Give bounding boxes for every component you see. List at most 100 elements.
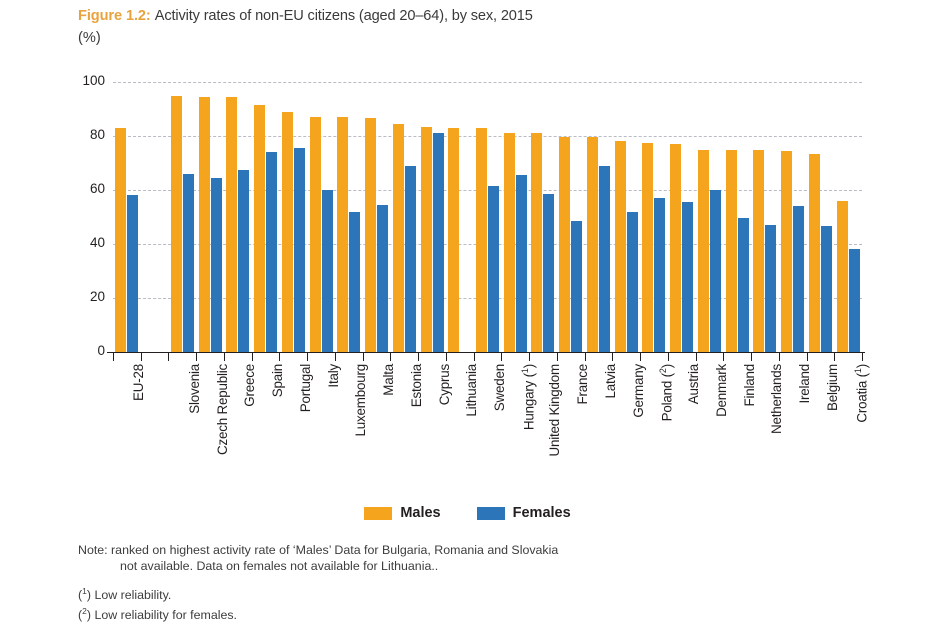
bar-group — [476, 82, 499, 352]
note-line-2: not available. Data on females not avail… — [120, 558, 439, 573]
x-axis-category-label: Ireland — [797, 364, 813, 404]
bar-females — [820, 226, 832, 352]
bar-females — [238, 169, 250, 352]
y-axis-tick-label: 40 — [89, 235, 105, 250]
source-label: Source: — [78, 632, 121, 634]
bar-males — [808, 153, 820, 352]
source-line: Source: Eurostat (online data code: lfsa… — [78, 632, 698, 634]
bar-group — [281, 82, 305, 352]
x-axis-category-label: Spain — [270, 364, 286, 398]
bar-females — [598, 165, 610, 352]
x-axis-category-label: Slovenia — [186, 364, 202, 414]
bar-group — [781, 82, 805, 352]
x-axis-tick — [778, 352, 780, 361]
x-axis-tick — [834, 352, 836, 361]
bar-group — [808, 82, 832, 352]
bar-females — [765, 225, 777, 352]
x-axis-category-label: EU-28 — [131, 364, 147, 401]
bar-group — [753, 82, 777, 352]
footnote-1: (1) Low reliability. — [78, 586, 172, 603]
bar-females — [543, 194, 555, 352]
bar-females — [793, 206, 805, 352]
bar-group — [697, 82, 721, 352]
gridline — [113, 136, 862, 137]
source-data-code[interactable]: lfsa_argan — [276, 632, 334, 634]
x-axis-tick — [612, 352, 614, 361]
x-axis-category-label: Italy — [325, 364, 341, 388]
gridline — [113, 298, 862, 299]
x-axis-category-labels: EU-28 Slovenia Czech Republic Greece Spain Po… — [113, 364, 869, 474]
bar-females — [321, 190, 333, 352]
legend-swatch — [364, 506, 393, 520]
x-axis-tick — [751, 352, 753, 361]
x-axis-tick — [556, 352, 558, 361]
bar-males — [697, 149, 709, 352]
plot-area — [113, 82, 862, 352]
footnote-marker: 2 — [658, 368, 669, 374]
x-axis-category-label: Lithuania — [464, 364, 480, 417]
x-axis-category-label: Greece — [242, 364, 258, 407]
legend-swatch — [476, 506, 505, 520]
bar-females — [404, 165, 416, 352]
bar-males — [753, 149, 765, 352]
bar-females — [654, 198, 666, 352]
x-axis-tick — [473, 352, 475, 361]
bar-group — [642, 82, 666, 352]
bar-males — [448, 127, 460, 352]
x-axis-tick — [723, 352, 725, 361]
x-axis-category-label: Hungary (1) — [519, 364, 537, 431]
source-close-paren: ) — [334, 632, 338, 634]
bar-males — [337, 117, 349, 352]
x-axis-category-label: Czech Republic — [214, 364, 230, 455]
bar-females — [488, 185, 499, 352]
bar-females — [515, 175, 527, 352]
x-axis-category-label: Portugal — [297, 364, 313, 413]
gridline — [113, 244, 862, 245]
bar-males — [281, 111, 293, 352]
x-axis-tick — [362, 352, 364, 361]
chart-legend: Males Females — [0, 505, 935, 521]
bar-males — [365, 118, 377, 352]
legend-item[interactable]: Males — [364, 505, 441, 521]
bar-males — [392, 123, 404, 352]
bar-females — [293, 148, 305, 352]
bar-females — [210, 177, 222, 352]
x-axis-tick — [695, 352, 697, 361]
x-axis-category-label: Poland (2) — [658, 364, 675, 422]
x-axis-category-label: France — [575, 364, 591, 405]
y-axis-tick-label: 60 — [89, 181, 105, 196]
bar-males — [559, 137, 571, 352]
bar-females — [127, 195, 139, 352]
bar-group — [254, 82, 278, 352]
bar-males — [781, 150, 793, 352]
bar-group — [198, 82, 222, 352]
bar-females — [377, 204, 389, 352]
bar-females — [349, 211, 361, 352]
x-axis-tick — [251, 352, 253, 361]
figure-unit: (%) — [78, 30, 101, 46]
x-axis-tick — [418, 352, 420, 361]
bar-males — [254, 104, 266, 352]
bars-layer — [113, 82, 862, 352]
x-axis-tick — [529, 352, 531, 361]
x-axis-tick — [113, 352, 114, 361]
bar-group — [309, 82, 333, 352]
bar-males — [503, 133, 515, 352]
gridline — [113, 82, 862, 83]
bar-group — [559, 82, 583, 352]
bar-group — [503, 82, 527, 352]
bar-group — [531, 82, 555, 352]
bar-group — [115, 82, 139, 352]
x-axis-category-label: Cyprus — [436, 364, 452, 406]
footnote-2-marker: 2 — [82, 605, 87, 616]
figure-title-block: Figure 1.2: Activity rates of non-EU cit… — [78, 6, 778, 49]
bar-group — [836, 82, 860, 352]
legend-item[interactable]: Females — [476, 505, 571, 521]
bar-females — [709, 190, 721, 352]
y-axis-tick-label: 100 — [82, 73, 105, 88]
bar-females — [848, 249, 860, 352]
bar-group — [170, 82, 194, 352]
x-axis-category-label: Sweden — [492, 364, 507, 412]
bar-females — [626, 211, 638, 352]
